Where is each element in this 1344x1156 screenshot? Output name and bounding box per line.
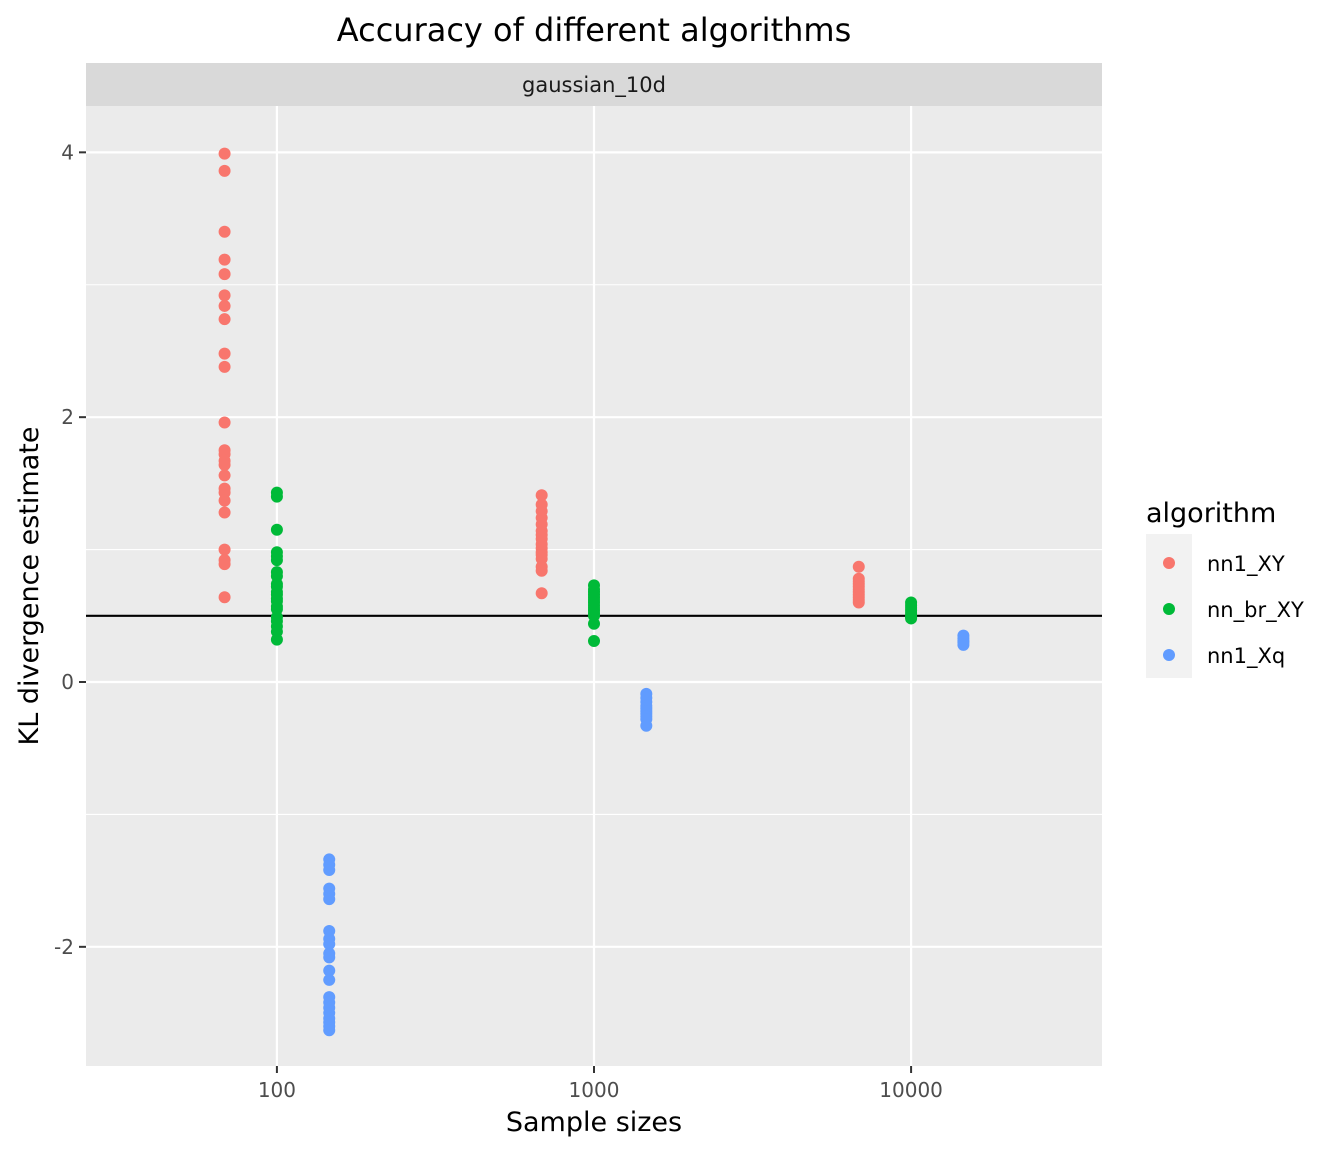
y-axis: -2 0 2 4: [54, 140, 86, 959]
data-point: [218, 347, 231, 360]
data-point: [218, 543, 231, 556]
facet-strip: [86, 63, 1102, 106]
data-point: [218, 494, 231, 507]
data-point: [218, 299, 231, 312]
data-point: [957, 638, 970, 651]
data-point: [218, 558, 231, 571]
data-point: [270, 554, 283, 567]
data-point: [218, 147, 231, 160]
data-point: [323, 1024, 336, 1037]
data-point: [218, 416, 231, 429]
x-axis-title: Sample sizes: [506, 1107, 682, 1138]
data-point: [323, 864, 336, 877]
data-point: [588, 634, 600, 647]
data-point: [535, 564, 548, 577]
data-point: [535, 489, 548, 502]
y-axis-title: KL divergence estimate: [14, 427, 45, 746]
data-point: [218, 313, 231, 326]
x-tick-label: 10000: [879, 1078, 943, 1102]
data-point: [270, 490, 283, 503]
data-point: [535, 587, 548, 600]
x-tick-label: 100: [258, 1078, 296, 1102]
data-point: [218, 469, 231, 482]
data-point: [323, 893, 336, 906]
data-point: [218, 506, 231, 519]
legend-key-swatch: [1163, 557, 1175, 569]
legend-title: algorithm: [1146, 498, 1276, 529]
data-point: [218, 225, 231, 238]
data-point: [218, 268, 231, 281]
data-point: [270, 523, 283, 536]
legend-key-label: nn1_XY: [1207, 552, 1285, 577]
data-point: [323, 964, 336, 977]
facet-strip-label: gaussian_10d: [522, 73, 666, 98]
legend-key-swatch: [1163, 649, 1175, 661]
y-tick-label: 2: [61, 405, 74, 429]
data-point: [218, 164, 231, 177]
y-tick-label: -2: [54, 935, 74, 959]
y-tick-label: 4: [61, 140, 74, 164]
legend-key-label: nn_br_XY: [1207, 598, 1304, 623]
data-point: [218, 591, 231, 604]
data-point: [270, 633, 283, 646]
data-point: [218, 360, 231, 373]
legend-key-label: nn1_Xq: [1207, 644, 1285, 669]
x-tick-label: 1000: [569, 1078, 620, 1102]
x-axis: 100 1000 10000: [258, 1066, 943, 1102]
legend-keys: nn1_XY nn_br_XY nn1_Xq: [1146, 534, 1304, 678]
data-point: [852, 596, 865, 609]
data-point: [218, 458, 231, 471]
data-point: [852, 560, 865, 573]
data-points: [218, 147, 970, 1037]
chart-title: Accuracy of different algorithms: [337, 11, 851, 49]
data-point: [218, 253, 231, 266]
y-tick-label: 0: [61, 670, 74, 694]
data-point: [323, 951, 336, 964]
legend-key-swatch: [1163, 603, 1175, 615]
legend: algorithm nn1_XY nn_br_XY nn1_Xq: [1146, 498, 1304, 678]
data-point: [588, 617, 600, 630]
data-point: [323, 973, 336, 986]
data-point: [323, 938, 336, 951]
data-point: [905, 612, 918, 625]
data-point: [640, 719, 653, 732]
data-point: [218, 289, 231, 302]
